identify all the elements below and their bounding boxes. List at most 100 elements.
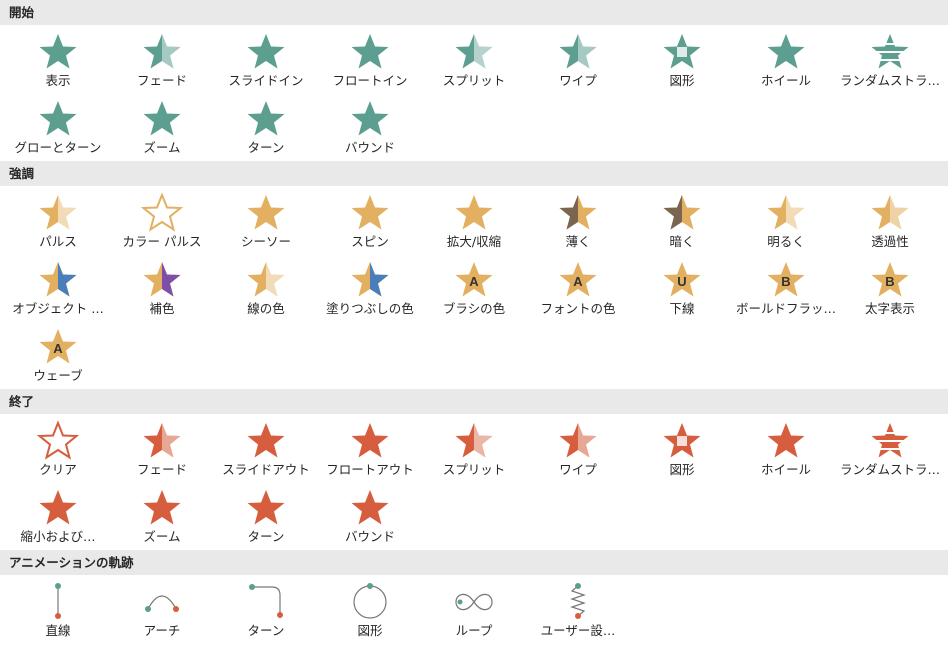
complementary-color-star-icon	[140, 259, 184, 299]
fill-color-star-icon	[348, 259, 392, 299]
effect-label: ランダムストラ…	[840, 462, 940, 477]
effect-color-pulse-star[interactable]: カラー パルス	[110, 188, 214, 255]
effect-wipe-out-star[interactable]: ワイプ	[526, 416, 630, 483]
svg-text:B: B	[885, 274, 894, 289]
effect-disappear-star[interactable]: クリア	[6, 416, 110, 483]
effect-label: ユーザー設…	[540, 623, 616, 638]
effect-wheel-out-star[interactable]: ホイール	[734, 416, 838, 483]
effect-desaturate-star[interactable]: 薄く	[526, 188, 630, 255]
effect-fly-out-star[interactable]: スライドアウト	[214, 416, 318, 483]
effect-label: フォントの色	[540, 301, 616, 316]
zoom-out-star-icon	[140, 487, 184, 527]
effect-bounce-out-star[interactable]: バウンド	[318, 483, 422, 550]
effect-label: ズーム	[143, 529, 181, 544]
effect-transparency-star[interactable]: 透過性	[838, 188, 942, 255]
effect-label: 補色	[149, 301, 175, 316]
effect-brush-color-star[interactable]: A ブラシの色	[422, 255, 526, 322]
effect-float-out-star[interactable]: フロートアウト	[318, 416, 422, 483]
effect-split-out-star[interactable]: スプリット	[422, 416, 526, 483]
effect-split-star[interactable]: スプリット	[422, 27, 526, 94]
effect-label: 塗りつぶしの色	[326, 301, 414, 316]
effect-lighten-star[interactable]: 明るく	[734, 188, 838, 255]
effect-label: バウンド	[344, 140, 395, 155]
effect-bold-flash-star[interactable]: B ボールドフラッ…	[734, 255, 838, 322]
effect-loop-path[interactable]: ループ	[422, 577, 526, 649]
effect-spin-star[interactable]: スピン	[318, 188, 422, 255]
effect-swivel-star[interactable]: ターン	[214, 94, 318, 161]
effect-label: 図形	[357, 623, 383, 638]
fade-star-icon	[140, 31, 184, 71]
section-entrance: 開始 表示 フェード スライドイン フロートイン スプリット ワイプ 図形 ホイール ランダムス…	[0, 0, 948, 161]
effect-random-bars-out-star[interactable]: ランダムストラ…	[838, 416, 942, 483]
swivel-star-icon	[244, 98, 288, 138]
effect-fade-star[interactable]: フェード	[110, 27, 214, 94]
exit-grid: クリア フェード スライドアウト フロートアウト スプリット ワイプ 図形 ホイール ランダムス…	[0, 414, 948, 550]
effect-object-color-star[interactable]: オブジェクト …	[6, 255, 110, 322]
effect-label: ホイール	[760, 73, 811, 88]
section-header-exit: 終了	[0, 389, 948, 414]
effect-grow-turn-star[interactable]: グローとターン	[6, 94, 110, 161]
split-out-star-icon	[452, 420, 496, 460]
effect-bold-reveal-star[interactable]: B 太字表示	[838, 255, 942, 322]
effect-line-color-star[interactable]: 線の色	[214, 255, 318, 322]
random-bars-star-icon	[868, 31, 912, 71]
effect-float-in-star[interactable]: フロートイン	[318, 27, 422, 94]
effect-darken-star[interactable]: 暗く	[630, 188, 734, 255]
section-header-entrance: 開始	[0, 0, 948, 25]
lighten-star-icon	[764, 192, 808, 232]
spin-star-icon	[348, 192, 392, 232]
effect-zoom-star[interactable]: ズーム	[110, 94, 214, 161]
effect-grow-shrink-star[interactable]: 拡大/収縮	[422, 188, 526, 255]
effect-label: 太字表示	[864, 301, 915, 316]
effect-shrink-turn-star[interactable]: 縮小および…	[6, 483, 110, 550]
effect-label: クリア	[39, 462, 77, 477]
effect-pulse-star[interactable]: パルス	[6, 188, 110, 255]
effect-fill-color-star[interactable]: 塗りつぶしの色	[318, 255, 422, 322]
effect-font-color-star[interactable]: A フォントの色	[526, 255, 630, 322]
fly-in-star-icon	[244, 31, 288, 71]
svg-text:U: U	[677, 274, 686, 289]
effect-label: ワイプ	[559, 462, 597, 477]
svg-text:A: A	[469, 274, 479, 289]
color-pulse-star-icon	[140, 192, 184, 232]
effect-wave-star[interactable]: A ウェーブ	[6, 322, 110, 389]
effect-complementary-color-star[interactable]: 補色	[110, 255, 214, 322]
effect-appear-star[interactable]: 表示	[6, 27, 110, 94]
effect-label: スプリット	[442, 462, 506, 477]
effect-arc-path[interactable]: アーチ	[110, 577, 214, 649]
effect-label: カラー パルス	[122, 234, 202, 249]
effect-shape-star[interactable]: 図形	[630, 27, 734, 94]
bounce-out-star-icon	[348, 487, 392, 527]
effect-zoom-out-star[interactable]: ズーム	[110, 483, 214, 550]
turn-path-icon	[244, 581, 288, 621]
effect-line-path[interactable]: 直線	[6, 577, 110, 649]
effect-swivel-out-star[interactable]: ターン	[214, 483, 318, 550]
effect-custom-path[interactable]: ユーザー設…	[526, 577, 630, 649]
svg-text:A: A	[573, 274, 583, 289]
random-bars-out-star-icon	[868, 420, 912, 460]
effect-fade-out-star[interactable]: フェード	[110, 416, 214, 483]
underline-star-icon: U	[660, 259, 704, 299]
teeter-star-icon	[244, 192, 288, 232]
bold-reveal-star-icon: B	[868, 259, 912, 299]
effect-label: 線の色	[247, 301, 285, 316]
arc-path-icon	[140, 581, 184, 621]
svg-text:A: A	[53, 341, 63, 356]
shape-out-star-icon	[660, 420, 704, 460]
effect-shape-out-star[interactable]: 図形	[630, 416, 734, 483]
effect-underline-star[interactable]: U 下線	[630, 255, 734, 322]
effect-wipe-star[interactable]: ワイプ	[526, 27, 630, 94]
effect-wheel-star[interactable]: ホイール	[734, 27, 838, 94]
effect-shape-path[interactable]: 図形	[318, 577, 422, 649]
effect-bounce-star[interactable]: バウンド	[318, 94, 422, 161]
float-in-star-icon	[348, 31, 392, 71]
effect-teeter-star[interactable]: シーソー	[214, 188, 318, 255]
effect-fly-in-star[interactable]: スライドイン	[214, 27, 318, 94]
emphasis-grid: パルス カラー パルス シーソー スピン 拡大/収縮 薄く 暗く 明るく 透過性オブジェクト ……	[0, 186, 948, 389]
effect-random-bars-star[interactable]: ランダムストラ…	[838, 27, 942, 94]
motion-paths-grid: 直線 アーチ ターン 図形 ループ ユーザー設…	[0, 575, 948, 649]
effect-label: 図形	[669, 462, 695, 477]
fade-out-star-icon	[140, 420, 184, 460]
effect-turn-path[interactable]: ターン	[214, 577, 318, 649]
